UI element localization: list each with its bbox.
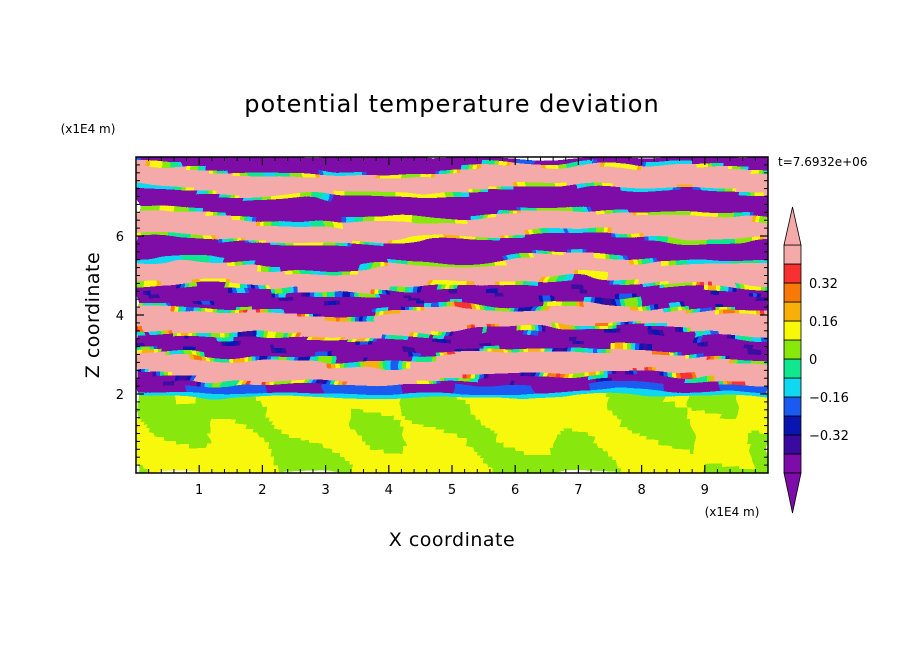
colorbar-under-triangle	[783, 472, 802, 514]
colorbar-segment	[783, 244, 802, 265]
x-tick-label: 6	[511, 483, 519, 498]
colorbar-tick-label: 0	[809, 353, 817, 368]
x-tick-label: 3	[321, 483, 329, 498]
colorbar-segment	[783, 415, 802, 436]
y-tick-label: 4	[116, 309, 124, 324]
colorbar-segment	[783, 301, 802, 322]
x-tick-label: 1	[195, 483, 203, 498]
colorbar-segment	[783, 320, 802, 341]
colorbar-tick-label: 0.32	[809, 277, 838, 292]
y-tick-label: 6	[116, 230, 124, 245]
x-tick-label: 4	[385, 483, 393, 498]
colorbar-tick-label: −0.16	[809, 391, 849, 406]
chart-title: potential temperature deviation	[244, 90, 659, 118]
x-tick-label: 2	[258, 483, 266, 498]
colorbar-segment	[783, 339, 802, 360]
x-axis-label: X coordinate	[389, 529, 515, 551]
colorbar: 0.32 0.16 0 −0.16 −0.32	[783, 206, 849, 514]
x-tick-label: 7	[574, 483, 582, 498]
colorbar-segment	[783, 434, 802, 455]
y-axis-label: Z coordinate	[82, 252, 104, 378]
x-tick-label: 9	[701, 483, 709, 498]
colorbar-segment	[783, 263, 802, 284]
colorbar-segment	[783, 377, 802, 398]
colorbar-segment	[783, 282, 802, 303]
x-unit-label: (x1E4 m)	[705, 505, 760, 519]
y-unit-label: (x1E4 m)	[61, 122, 116, 136]
x-tick-label: 5	[448, 483, 456, 498]
x-tick-label: 8	[637, 483, 645, 498]
colorbar-tick-label: −0.32	[809, 429, 849, 444]
field-layer	[136, 157, 768, 473]
heatmap-field	[136, 157, 768, 473]
colorbar-tick-label: 0.16	[809, 315, 838, 330]
axis-ticks: 1 2 3 4 5 6 7 8 9 2 4 6	[116, 157, 768, 498]
colorbar-segment	[783, 453, 802, 474]
y-tick-label: 2	[116, 388, 124, 403]
colorbar-over-triangle	[783, 206, 802, 246]
colorbar-segment	[783, 396, 802, 417]
time-label: t=7.6932e+06	[778, 155, 867, 169]
colorbar-segment	[783, 358, 802, 379]
